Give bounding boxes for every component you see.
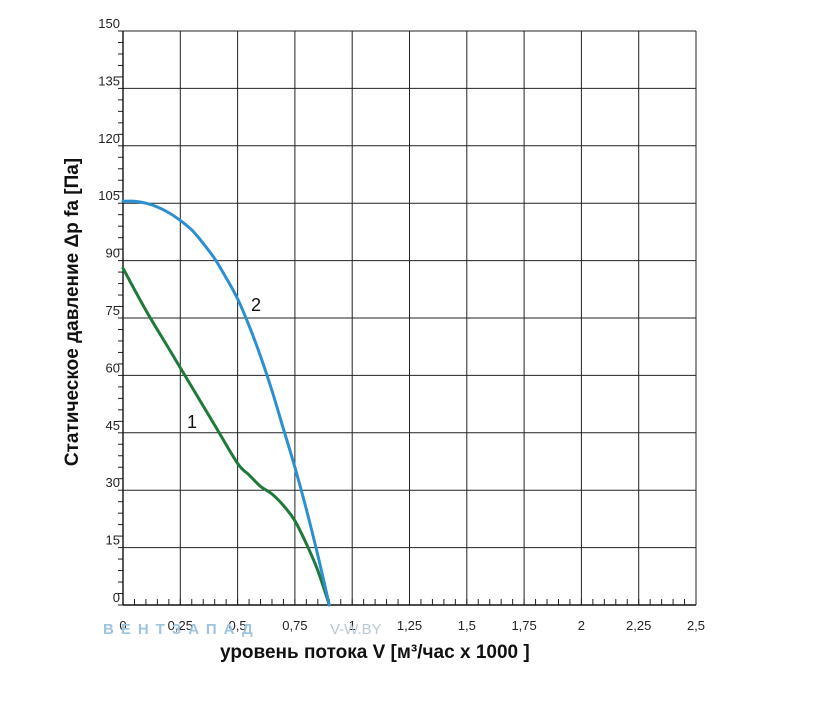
x-tick-label: 0,5	[229, 618, 247, 633]
x-tick-label: 1,75	[511, 618, 536, 633]
y-tick-label: 120	[98, 131, 120, 146]
y-tick-label: 90	[106, 246, 120, 261]
x-tick-labels: 0 0,25 0,5 0,75 1 1,25 1,5 1,75 2 2,25 2,5	[119, 618, 705, 633]
curve-label-2: 2	[251, 295, 261, 315]
x-axis-title: уровень потока V [м³/час х 1000 ]	[220, 642, 530, 663]
y-tick-label: 0	[113, 590, 120, 605]
y-tick-labels: 0 15 30 45 60 75 90 105 120 135 150	[98, 16, 120, 605]
x-tick-label: 2,5	[687, 618, 705, 633]
curve-label-1: 1	[187, 412, 197, 432]
series-line-2	[121, 199, 331, 607]
x-tick-label: 2	[578, 618, 585, 633]
grid	[123, 30, 697, 605]
curves	[121, 199, 331, 607]
axes	[122, 31, 696, 606]
x-tick-label: 1	[349, 618, 356, 633]
watermark-brand: ВЕНТЗАПАД	[103, 621, 260, 638]
y-tick-label: 75	[106, 303, 120, 318]
x-tick-label: 0	[119, 618, 126, 633]
y-tick-label: 45	[106, 418, 120, 433]
watermark-site: V-W.BY	[330, 621, 382, 638]
y-tick-label: 105	[98, 188, 120, 203]
x-tick-label: 0,25	[168, 618, 193, 633]
y-tick-label: 15	[106, 533, 120, 548]
y-tick-label: 150	[98, 16, 120, 31]
y-axis-title: Статическое давление Δp fa [Па]	[62, 158, 83, 466]
x-tick-label: 1,5	[458, 618, 476, 633]
y-tick-label: 135	[98, 73, 120, 88]
series-line-1	[121, 266, 331, 607]
y-tick-label: 60	[106, 360, 120, 375]
x-tick-label: 1,25	[397, 618, 422, 633]
x-tick-label: 2,25	[626, 618, 651, 633]
y-tick-label: 30	[106, 475, 120, 490]
x-tick-label: 0,75	[282, 618, 307, 633]
